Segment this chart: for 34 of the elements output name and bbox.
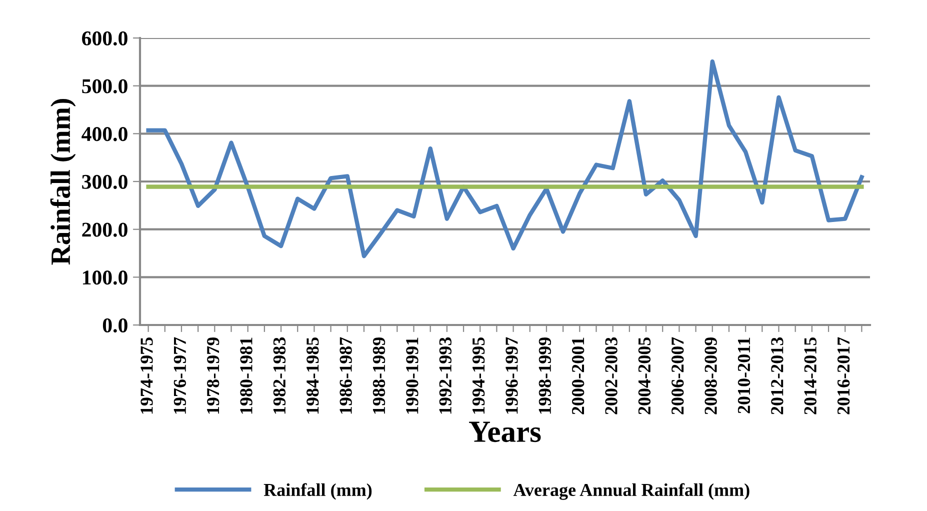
x-tick-label: 1984-1985 [306,337,319,414]
x-tick-label: 2006-2007 [672,337,684,414]
x-tick-label: 2016-2017 [837,337,850,414]
y-axis-title: Rainfall (mm) [50,99,76,265]
x-tick-label: 2012-2013 [771,337,784,414]
x-tick-label: 1994-1995 [472,337,485,414]
y-tick-label: 0.0 [102,318,128,333]
line-series [146,59,864,258]
x-tick-label: 2000-2001 [572,338,584,414]
legend-label: Average Annual Rainfall (mm) [513,483,750,500]
x-tick-label: 2004-2005 [638,337,651,414]
y-tick-label: 300.0 [82,174,128,190]
legend-label: Rainfall (mm) [264,483,372,500]
x-tick-label: 1992-1993 [439,337,452,414]
y-tick-label: 600.0 [82,31,128,46]
x-tick-label: 1990-1991 [406,338,418,414]
x-tick-label: 2002-2003 [605,337,618,414]
x-tick-label: 1974-1975 [140,337,153,414]
x-tick-label: 1976-1977 [174,337,186,414]
x-tick-label: 1988-1989 [372,337,386,414]
x-tick-label: 2014-2015 [804,337,816,414]
y-tick-label: 200.0 [82,222,128,237]
x-tick-label: 1996-1997 [506,337,518,414]
y-tick-label: 500.0 [82,79,128,94]
x-tick-label: 2010-2011 [738,338,750,414]
x-tick-label: 1986-1987 [340,337,352,414]
x-tick-label: 1998-1999 [538,337,551,414]
x-tick-label: 1978-1979 [206,337,220,414]
x-axis-title: Years [469,422,541,442]
y-tick-label: 100.0 [82,270,128,285]
x-tick-label: 1982-1983 [273,337,286,414]
y-tick-label: 400.0 [82,127,128,142]
x-tick-label: 1980-1981 [240,338,252,414]
x-tick-label: 2008-2009 [704,337,717,414]
